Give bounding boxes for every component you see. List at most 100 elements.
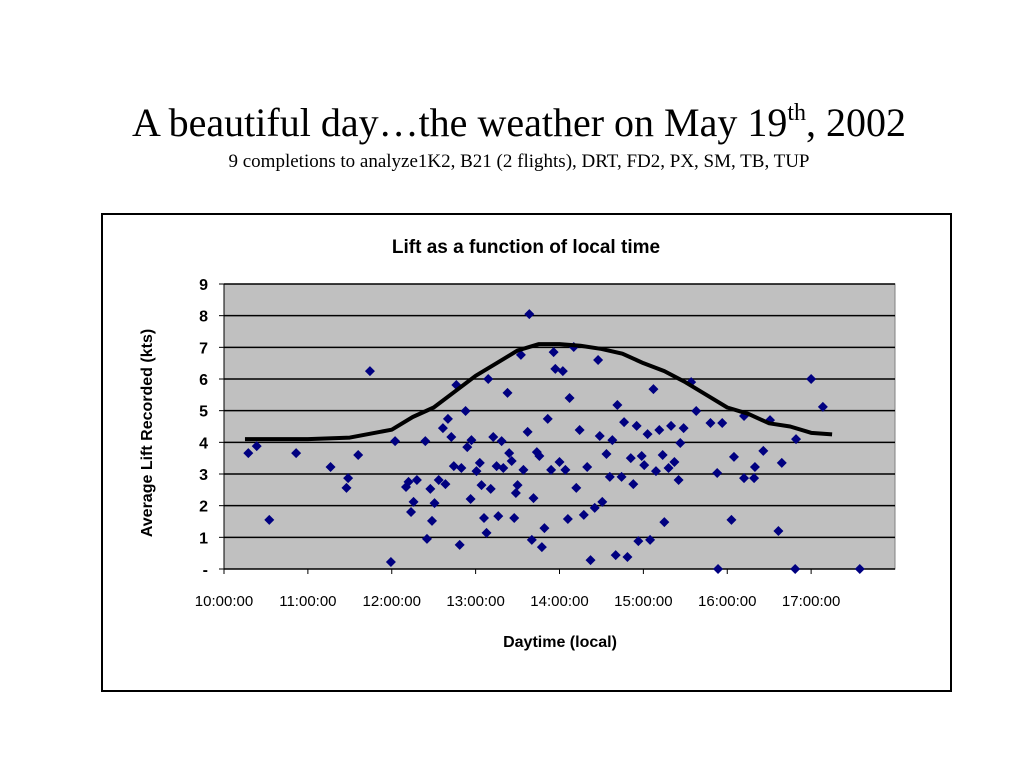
x-tick-label: 15:00:00 [614,593,672,610]
data-point [420,436,431,447]
data-point [574,424,585,435]
data-point [411,475,422,486]
data-point [264,514,275,525]
data-point [578,509,589,520]
data-point [471,466,482,477]
data-point [479,513,490,524]
y-tick-label: 8 [199,309,208,326]
data-point [353,450,364,460]
data-point [385,557,396,568]
data-point [343,473,354,484]
x-tick-label: 17:00:00 [782,593,840,610]
data-point [604,471,615,482]
title-suffix: , 2002 [806,100,906,145]
data-point [560,464,571,475]
data-point [639,460,650,471]
data-point [456,462,467,473]
data-point [749,462,760,473]
data-point [518,464,529,475]
data-point [515,349,526,360]
data-point [776,457,787,468]
data-point [485,483,496,494]
data-point [597,496,608,507]
x-tick-label: 13:00:00 [446,593,504,610]
data-point [673,475,684,486]
data-point [406,507,417,517]
data-point [678,423,689,434]
y-tick-label: 7 [199,340,208,357]
data-point [659,517,670,528]
data-point [427,515,438,526]
data-point [650,466,661,477]
data-point [408,496,419,507]
data-point [594,431,605,441]
data-point [364,366,375,377]
data-point [633,536,644,547]
data-point [539,523,550,534]
data-point [616,471,627,482]
data-point [460,405,471,416]
data-point [506,456,517,467]
data-point [526,534,537,545]
data-point [474,457,485,468]
data-point [325,462,336,473]
data-point [607,435,618,446]
data-point [758,445,769,456]
data-point [291,448,302,459]
data-point [548,347,559,358]
data-point [403,476,414,487]
trend-line [244,342,833,442]
data-point [717,418,728,429]
data-point [726,514,737,525]
x-tick-label: 12:00:00 [363,593,421,610]
y-tick-label: 1 [199,530,208,547]
chart-title: Lift as a function of local time [392,237,660,258]
data-point [448,461,459,472]
data-point [496,436,507,447]
data-point [628,479,639,490]
data-point [739,473,750,484]
data-point [854,564,865,574]
data-point [462,442,473,453]
data-point [663,462,674,473]
data-point [465,494,476,505]
data-point [488,431,499,442]
data-point [512,480,523,491]
data-point [493,511,504,522]
data-point [446,431,457,442]
data-point [773,526,784,536]
data-point [636,450,647,461]
x-tick-label: 14:00:00 [530,593,588,610]
data-point [622,551,633,562]
data-point [791,434,802,445]
y-tick-label: 2 [199,499,208,516]
data-point [654,424,665,435]
data-point [589,502,600,513]
data-point [534,450,545,461]
data-point [749,473,760,484]
title-text: A beautiful day…the weather on May 19 [132,100,787,145]
data-point [243,448,254,459]
data-point [546,464,557,475]
data-point [642,429,653,440]
data-point [585,555,596,566]
data-point [542,413,553,424]
y-tick-label: 9 [199,277,208,294]
data-point [481,527,492,538]
data-point [571,482,582,493]
data-point [806,374,817,384]
data-point [425,483,436,494]
slide-subtitle: 9 completions to analyze1K2, B21 (2 flig… [229,151,810,172]
data-point [476,480,487,491]
x-tick-label: 11:00:00 [279,593,336,610]
data-point [442,413,453,424]
data-point [648,384,659,395]
data-point [433,475,444,486]
data-point [713,564,724,574]
data-point [536,542,547,553]
data-point [502,387,513,398]
title-superscript: th [787,100,806,126]
data-point [554,456,565,467]
